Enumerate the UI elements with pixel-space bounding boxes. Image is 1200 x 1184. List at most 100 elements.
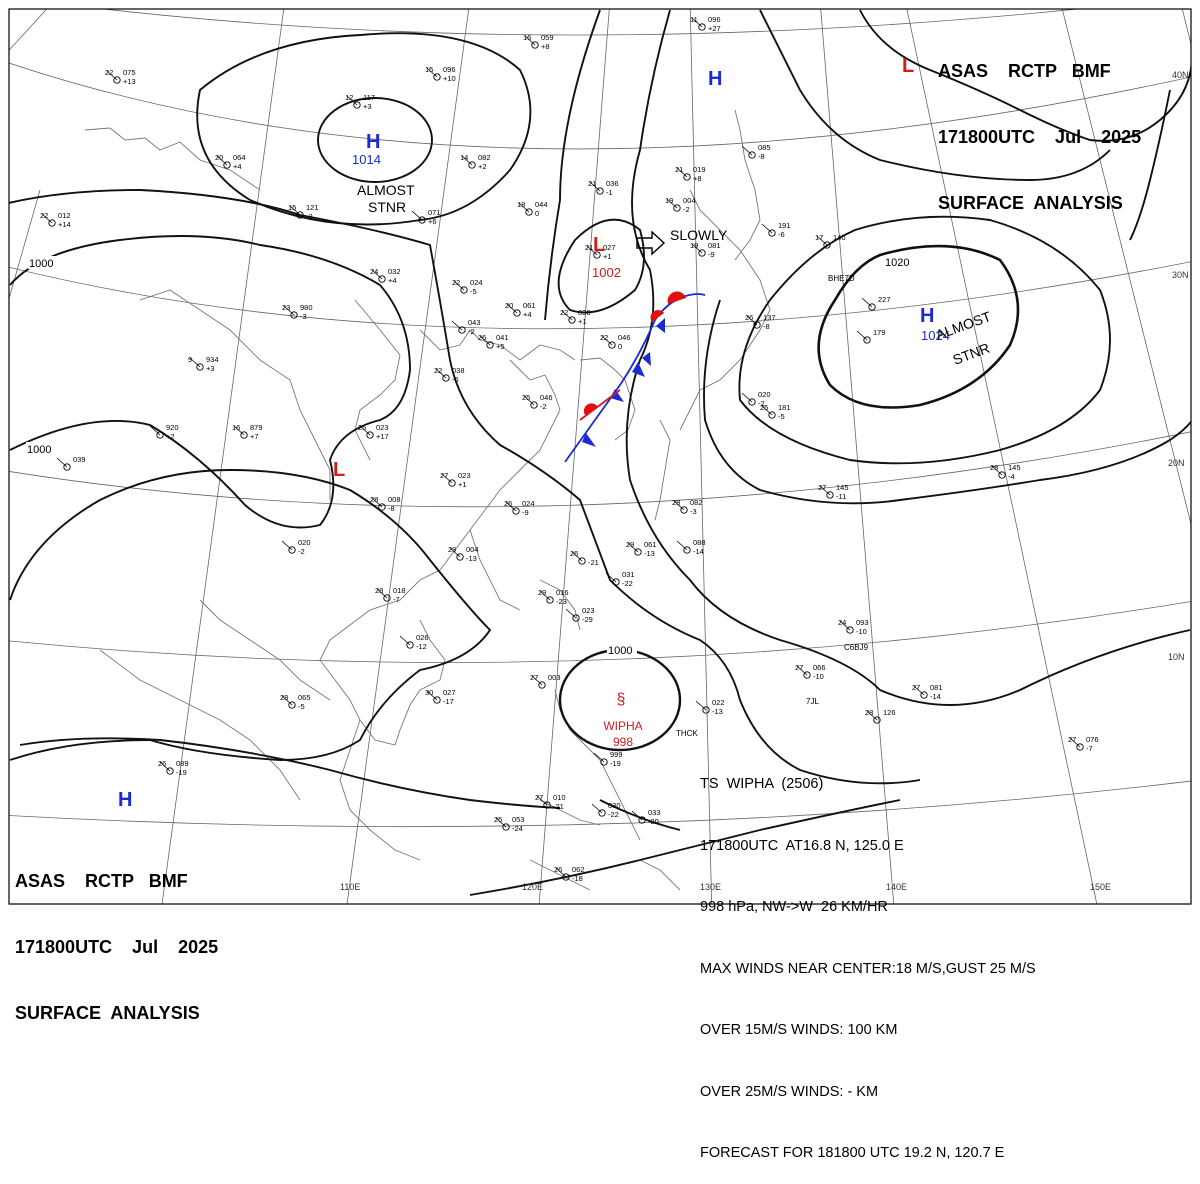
high-center-letter: H xyxy=(118,789,132,811)
station-temp: 27 xyxy=(912,683,920,692)
station-plot: 29 004-13 xyxy=(448,545,479,563)
wind-barb-icon xyxy=(796,665,808,676)
header-top-right: ASAS RCTP BMF 171800UTC Jul 2025 SURFACE… xyxy=(938,16,1141,236)
bulletin-line: 171800UTC AT16.8 N, 125.0 E xyxy=(700,837,904,854)
station-plot: 15 096+10 xyxy=(425,65,456,83)
wind-barb-icon xyxy=(913,685,925,696)
typhoon-bulletin: TS WIPHA (2506) 171800UTC AT16.8 N, 125.… xyxy=(700,733,1036,1184)
station-temp: 26 xyxy=(504,499,512,508)
station-circle-icon xyxy=(638,816,646,824)
station-circle-icon xyxy=(442,374,450,382)
station-pressure: 082 xyxy=(690,498,703,507)
station-circle-icon xyxy=(683,546,691,554)
station-temp: 17 xyxy=(815,233,823,242)
station-plot: 29 061-13 xyxy=(626,540,657,558)
station-circle-icon xyxy=(288,546,296,554)
station-tendency: -3 xyxy=(306,212,313,221)
station-tendency: -20 xyxy=(648,817,659,826)
movement-arrow-icon xyxy=(636,230,666,256)
wind-barb-icon xyxy=(565,608,577,619)
station-pressure: 003 xyxy=(548,673,561,682)
station-pressure: 179 xyxy=(873,328,886,337)
station-circle-icon xyxy=(63,463,71,471)
station-tendency: -14 xyxy=(930,692,941,701)
station-pressure: 023 xyxy=(582,606,595,615)
station-pressure: 065 xyxy=(298,693,311,702)
typhoon-label: WIPHA 998 xyxy=(603,719,642,749)
station-tendency: +8 xyxy=(693,174,702,183)
header-line-1: ASAS RCTP BMF xyxy=(15,871,188,891)
station-circle-icon xyxy=(525,208,533,216)
station-plot: 24 093-10 xyxy=(838,618,869,636)
isobar-1000 xyxy=(9,235,411,529)
station-circle-icon xyxy=(600,758,608,766)
bulletin-line: 998 hPa, NW->W 26 KM/HR xyxy=(700,899,888,915)
lat-label: 30N xyxy=(1172,270,1189,280)
station-circle-icon xyxy=(698,23,706,31)
wind-barb-icon xyxy=(666,198,678,209)
wind-barb-icon xyxy=(741,392,753,403)
station-temp: 28 xyxy=(672,498,680,507)
station-circle-icon xyxy=(803,671,811,679)
station-circle-icon xyxy=(366,431,374,439)
bulletin-line: MAX WINDS NEAR CENTER:18 M/S,GUST 25 M/S xyxy=(700,960,1036,977)
wind-barb-icon xyxy=(453,280,465,291)
station-tendency: -11 xyxy=(836,492,846,501)
station-temp: 24 xyxy=(370,267,378,276)
station-pressure: 023 xyxy=(376,423,389,432)
station-circle-icon xyxy=(748,151,756,159)
low-center-letter: L xyxy=(333,459,345,481)
high-center-value: 1024 xyxy=(921,328,950,343)
low-center-letter: L xyxy=(593,234,605,256)
station-temp: 28 xyxy=(375,586,383,595)
ship-code: BHE7D xyxy=(828,274,855,283)
cold-front xyxy=(564,293,706,463)
bulletin-line: OVER 15M/S WINDS: 100 KM xyxy=(700,1022,898,1038)
station-plot: 26 089-19 xyxy=(158,759,189,777)
lon-label: 140E xyxy=(886,882,907,892)
station-tendency: -29 xyxy=(582,615,593,624)
note-stnr: STNR xyxy=(368,199,406,215)
station-temp: 27 xyxy=(440,471,448,480)
wind-barb-icon xyxy=(411,210,423,221)
station-temp: 26 xyxy=(570,549,578,558)
station-pressure: 181 xyxy=(778,403,791,412)
wind-barb-icon xyxy=(359,425,371,436)
station-plot: 16 059+8 xyxy=(523,33,554,51)
station-temp: 27 xyxy=(1068,735,1076,744)
header-line-3: SURFACE ANALYSIS xyxy=(15,1003,200,1023)
station-temp: 25 xyxy=(494,815,502,824)
station-plot: 28 126 xyxy=(865,708,896,724)
wind-barb-icon xyxy=(691,17,703,28)
wind-barb-icon xyxy=(449,547,461,558)
station-circle-icon xyxy=(598,809,606,817)
wind-barb-icon xyxy=(371,269,383,280)
wind-barb-icon xyxy=(1069,737,1081,748)
wind-barb-icon xyxy=(673,500,685,511)
station-plot: 27 081-14 xyxy=(912,683,943,701)
station-plot: 043-2 xyxy=(451,318,481,336)
station-pressure: 004 xyxy=(466,545,479,554)
wind-barb-icon xyxy=(571,551,583,562)
station-temp: 27 xyxy=(535,793,543,802)
station-pressure: 012 xyxy=(58,211,71,220)
station-tendency: -2 xyxy=(540,402,547,411)
station-circle-icon xyxy=(562,873,570,881)
station-circle-icon xyxy=(823,241,831,249)
station-temp: 21 xyxy=(585,243,593,252)
station-pressure: 117 xyxy=(363,93,375,102)
station-circle-icon xyxy=(486,341,494,349)
station-plot: 085-8 xyxy=(741,143,771,161)
station-plot: 25 023+17 xyxy=(358,423,389,441)
wind-barb-icon xyxy=(589,181,601,192)
wind-barb-icon xyxy=(441,473,453,484)
station-temp: 18 xyxy=(517,200,525,209)
wind-barb-icon xyxy=(523,395,535,406)
station-pressure: 053 xyxy=(512,815,525,824)
wind-barb-icon xyxy=(233,425,245,436)
station-plot: 25 046-2 xyxy=(522,393,553,411)
wind-barb-icon xyxy=(399,635,411,646)
station-pressure: 041 xyxy=(496,333,509,342)
map-frame xyxy=(8,8,1192,905)
station-pressure: 036 xyxy=(606,179,619,188)
